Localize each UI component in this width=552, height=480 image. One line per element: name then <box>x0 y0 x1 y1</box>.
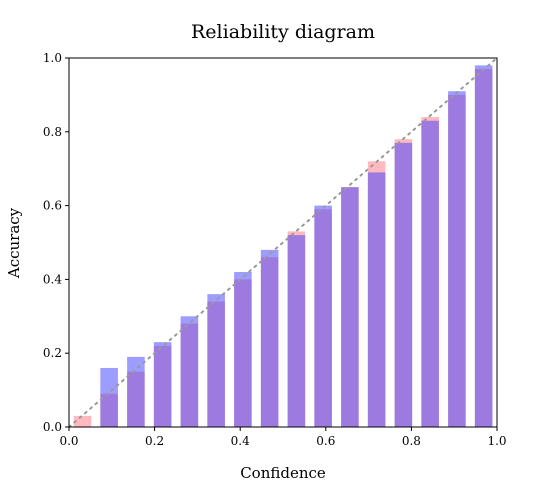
bar-series2-bin6 <box>207 294 225 427</box>
x-tick-label: 0.6 <box>316 434 335 448</box>
bar-series2-bin13 <box>394 142 413 427</box>
x-tick-label: 0.2 <box>145 434 164 448</box>
x-tick-label: 1.0 <box>487 434 506 448</box>
bar-series2-bin7 <box>234 272 252 427</box>
bar-series2-bin16 <box>474 65 493 427</box>
bar-series2-bin3 <box>127 356 145 427</box>
bar-series2-bin2 <box>100 367 118 427</box>
bar-series2-bin12 <box>367 172 386 427</box>
diagonal-reference-line <box>68 57 498 428</box>
bar-series2-bin4 <box>153 342 172 427</box>
plot-frame <box>68 57 498 428</box>
y-axis-label: Accuracy <box>5 207 23 279</box>
bar-series2-bin10 <box>314 205 332 427</box>
y-tick-label: 0.6 <box>43 199 62 213</box>
x-tick-label: 0.0 <box>59 434 78 448</box>
bar-series2-bin14 <box>421 120 439 427</box>
y-tick-label: 0.0 <box>43 420 62 434</box>
bar-series2-bin8 <box>260 249 279 427</box>
bar-series2-bin5 <box>180 316 199 427</box>
bar-series1-bin1 <box>73 415 92 427</box>
x-tick-label: 0.8 <box>402 434 421 448</box>
plot-area: 0.0 0.2 0.4 0.6 0.8 1.0 0.0 0.2 0.4 0.6 0.8 1.0 <box>43 51 507 448</box>
y-tick-label: 0.8 <box>43 125 62 139</box>
y-tick-label: 0.2 <box>43 346 62 360</box>
x-axis-label: Confidence <box>240 464 326 480</box>
bar-series2-bin15 <box>448 91 466 428</box>
chart-title: Reliability diagram <box>191 21 375 43</box>
bar-series2-bin11 <box>341 187 359 427</box>
bar-series2-bin9 <box>287 235 306 427</box>
y-tick-label: 1.0 <box>43 51 62 65</box>
x-tick-label: 0.4 <box>231 434 250 448</box>
y-tick-label: 0.4 <box>43 272 62 286</box>
